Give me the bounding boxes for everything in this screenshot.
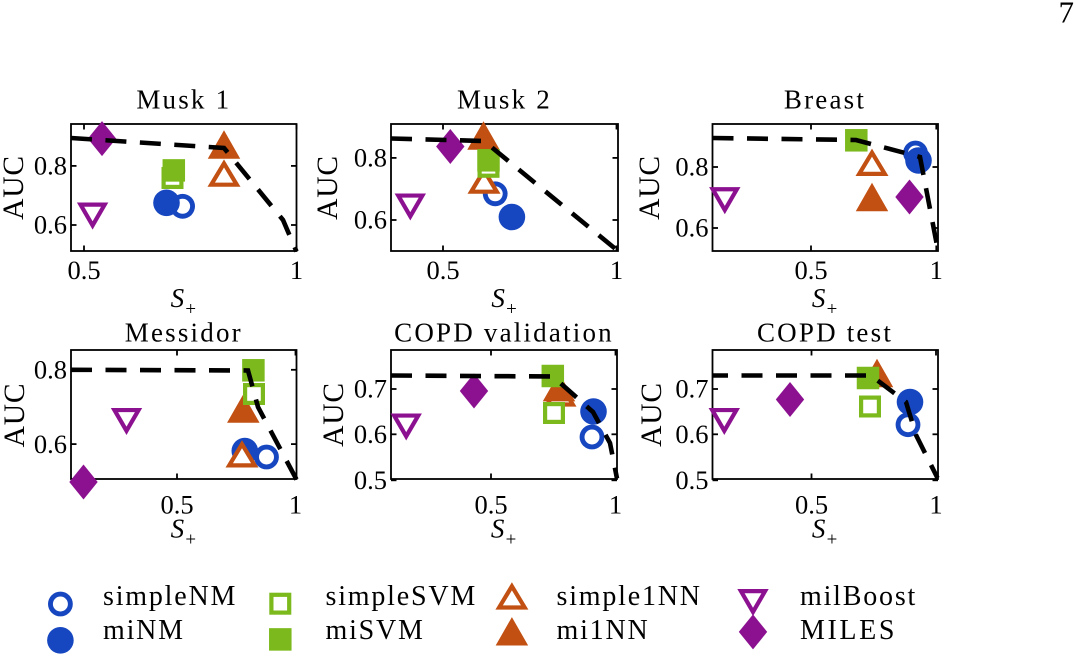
svg-text:0.5: 0.5 — [675, 465, 708, 495]
svg-text:1: 1 — [610, 255, 623, 285]
svg-text:S+: S+ — [171, 283, 197, 320]
svg-text:COPD validation: COPD validation — [394, 318, 614, 348]
svg-text:1: 1 — [289, 490, 302, 520]
svg-text:AUC: AUC — [318, 382, 350, 447]
svg-text:0.6: 0.6 — [34, 210, 67, 240]
svg-text:0.6: 0.6 — [675, 213, 708, 243]
svg-text:S+: S+ — [491, 514, 517, 551]
svg-text:0.5: 0.5 — [354, 465, 387, 495]
svg-text:miSVM: miSVM — [326, 615, 425, 646]
svg-text:0.8: 0.8 — [34, 355, 67, 385]
svg-text:milBoost: milBoost — [800, 581, 917, 612]
svg-text:miNM: miNM — [103, 615, 185, 646]
svg-text:0.5: 0.5 — [160, 490, 193, 520]
svg-text:S+: S+ — [171, 514, 197, 551]
svg-text:0.6: 0.6 — [34, 429, 67, 459]
svg-text:7: 7 — [1059, 0, 1075, 30]
svg-text:simple1NN: simple1NN — [557, 581, 702, 612]
svg-text:0.5: 0.5 — [474, 490, 507, 520]
svg-text:mi1NN: mi1NN — [557, 615, 650, 646]
svg-text:1: 1 — [290, 255, 303, 285]
svg-text:Musk 1: Musk 1 — [136, 85, 231, 115]
svg-text:0.6: 0.6 — [354, 205, 387, 235]
svg-text:Musk 2: Musk 2 — [457, 85, 552, 115]
svg-text:S+: S+ — [812, 283, 838, 320]
svg-text:0.5: 0.5 — [426, 255, 459, 285]
svg-text:0.6: 0.6 — [675, 419, 708, 449]
svg-text:0.7: 0.7 — [354, 374, 387, 404]
svg-text:Messidor: Messidor — [125, 318, 243, 348]
svg-text:MILES: MILES — [800, 615, 897, 646]
svg-text:S+: S+ — [812, 514, 838, 551]
svg-text:Breast: Breast — [784, 85, 866, 115]
svg-text:0.8: 0.8 — [34, 151, 67, 181]
svg-text:AUC: AUC — [636, 382, 668, 447]
svg-text:simpleNM: simpleNM — [103, 581, 237, 612]
svg-text:AUC: AUC — [0, 155, 30, 220]
svg-text:0.6: 0.6 — [354, 419, 387, 449]
svg-text:S+: S+ — [491, 283, 517, 320]
svg-text:COPD test: COPD test — [757, 318, 893, 348]
svg-text:0.7: 0.7 — [675, 374, 708, 404]
svg-text:simpleSVM: simpleSVM — [326, 581, 478, 612]
svg-text:0.8: 0.8 — [354, 143, 387, 173]
svg-text:1: 1 — [929, 490, 942, 520]
svg-text:0.5: 0.5 — [794, 255, 827, 285]
svg-text:1: 1 — [609, 490, 622, 520]
svg-text:0.5: 0.5 — [67, 255, 100, 285]
svg-text:AUC: AUC — [0, 383, 31, 448]
svg-text:1: 1 — [930, 255, 943, 285]
svg-text:AUC: AUC — [634, 155, 666, 220]
svg-text:0.8: 0.8 — [675, 152, 708, 182]
svg-text:AUC: AUC — [312, 155, 344, 220]
svg-text:0.5: 0.5 — [795, 490, 828, 520]
